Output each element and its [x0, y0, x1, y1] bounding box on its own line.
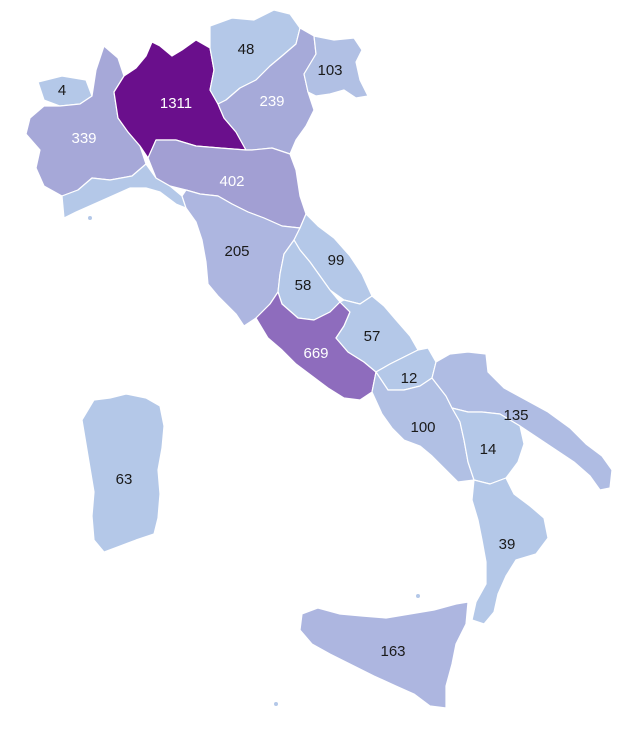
label-marche: 99	[328, 252, 345, 269]
label-puglia: 135	[503, 407, 528, 424]
label-friuli-venezia-giulia: 103	[317, 62, 342, 79]
label-lombardia: 1311	[160, 95, 192, 112]
label-emilia-romagna: 402	[219, 173, 244, 190]
island-dot	[88, 216, 92, 220]
label-basilicata: 14	[480, 441, 497, 458]
label-campania: 100	[410, 419, 435, 436]
label-trentino-alto-adige: 48	[238, 41, 255, 58]
region-basilicata	[451, 407, 525, 485]
region-calabria	[471, 477, 549, 625]
island-dot	[274, 702, 278, 706]
label-umbria: 58	[295, 277, 312, 294]
label-piemonte: 339	[71, 130, 96, 147]
label-veneto: 239	[259, 93, 284, 110]
label-toscana: 205	[224, 243, 249, 260]
label-sardegna: 63	[116, 471, 133, 488]
label-valle-d-aosta: 4	[58, 82, 66, 99]
region-sardegna	[81, 393, 165, 553]
label-calabria: 39	[499, 536, 516, 553]
label-abruzzo: 57	[364, 328, 381, 345]
region-friuli-venezia-giulia	[303, 35, 369, 99]
label-molise: 12	[401, 370, 418, 387]
island-dot	[416, 594, 420, 598]
label-sicilia: 163	[380, 643, 405, 660]
label-lazio: 669	[303, 345, 328, 362]
region-sicilia	[299, 601, 469, 709]
